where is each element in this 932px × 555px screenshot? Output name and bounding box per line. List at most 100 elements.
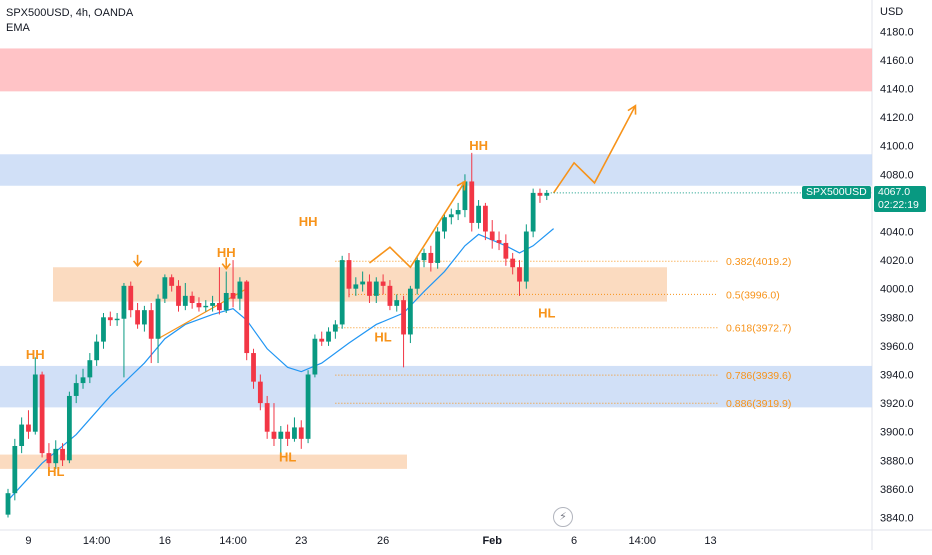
time-tick-1: 14:00 [83,535,111,547]
candle-body-72 [496,240,502,243]
candle-body-68 [469,181,475,223]
candle-body-38 [264,403,270,432]
candle-body-36 [251,353,256,382]
candle-body-62 [428,252,434,263]
candle-body-57 [394,300,400,306]
candle-body-54 [373,281,379,296]
candle-body-70 [483,205,488,232]
candle-body-23 [162,277,168,299]
time-tick-6: Feb [482,535,502,547]
price-tick-2: 4140.0 [880,84,914,96]
candle-body-18 [128,285,134,311]
candle-body-29 [203,305,209,308]
candle-body-56 [387,285,393,306]
ema-indicator-label[interactable]: EMA [6,22,30,34]
price-tick-13: 3920.0 [880,398,914,410]
candle-body-26 [182,295,188,306]
candle-body-2 [19,424,25,446]
candle-body-31 [217,303,222,311]
candle-body-76 [523,231,529,282]
candle-body-64 [442,217,447,232]
candle-body-45 [312,338,318,375]
projection-arrowhead-1 [627,104,637,115]
candle-body-48 [332,324,338,332]
candle-body-34 [237,281,243,299]
candle-body-44 [305,374,311,439]
fib-label-0: 0.382(4019.2) [726,256,791,268]
price-tick-17: 3840.0 [880,513,914,525]
price-tick-11: 3960.0 [880,341,914,353]
candle-body-65 [448,214,454,218]
time-tick-4: 23 [295,535,307,547]
candle-body-15 [107,317,113,321]
annotation-hl-5: HL [374,330,391,345]
price-tick-15: 3880.0 [880,455,914,467]
candle-body-39 [271,431,277,439]
annotation-hh-0: HH [26,347,45,362]
candle-body-67 [462,181,468,211]
candle-body-46 [319,338,325,342]
price-tick-3: 4120.0 [880,112,914,124]
price-tick-10: 3980.0 [880,312,914,324]
candle-body-42 [292,427,297,439]
candle-body-74 [510,258,516,268]
candle-body-28 [196,303,202,308]
chart-legend: SPX500USD, 4h, OANDA EMA [6,6,133,36]
time-tick-0: 9 [25,535,31,547]
time-tick-8: 14:00 [628,535,656,547]
candle-body-14 [101,317,106,342]
time-tick-5: 26 [377,535,389,547]
projection-arrowhead-0 [456,180,466,191]
last-price-box: 4067.0 02:22:19 [874,186,926,212]
time-tick-9: 13 [704,535,716,547]
candle-body-5 [39,374,45,454]
candle-body-3 [26,424,31,432]
candle-body-51 [353,284,359,289]
flash-icon[interactable]: ⚡ [553,507,573,527]
bar-countdown: 02:22:19 [878,199,919,211]
time-tick-7: 6 [571,535,577,547]
candle-body-66 [455,210,461,215]
projection-path-1 [552,105,637,194]
candle-body-49 [339,260,345,325]
price-tick-16: 3860.0 [880,484,914,496]
candle-body-71 [489,231,495,241]
candle-body-7 [53,448,59,464]
candle-body-0 [5,493,11,515]
candle-body-33 [230,292,236,299]
zone-support-2 [0,365,872,408]
projection-path-0 [368,181,466,269]
price-tick-5: 4080.0 [880,169,914,181]
price-tick-9: 4000.0 [880,284,914,296]
candle-body-73 [503,242,509,259]
candle-body-6 [46,453,52,464]
candle-body-32 [223,292,229,311]
candle-body-9 [66,395,72,461]
candle-body-24 [169,277,175,286]
candle-body-60 [414,260,420,289]
last-price-symbol-tag: SPX500USD [802,186,871,199]
candle-body-16 [114,318,120,321]
annotation-hh-6: HH [469,138,488,153]
candle-body-1 [12,446,18,494]
candle-body-12 [87,360,93,378]
price-tick-7: 4040.0 [880,227,914,239]
candle-body-75 [517,267,522,282]
candle-body-10 [73,383,79,396]
price-tick-8: 4020.0 [880,255,914,267]
candle-body-69 [476,205,481,223]
zone-supply-0 [0,48,872,92]
annotation-hl-7: HL [538,305,555,320]
last-price-value: 4067.0 [878,186,911,198]
price-tick-4: 4100.0 [880,141,914,153]
price-axis-currency: USD [880,6,903,18]
candle-body-40 [278,431,284,439]
candle-body-30 [210,303,215,306]
fib-label-3: 0.786(3939.6) [726,370,791,382]
candle-body-17 [121,285,127,319]
price-tick-1: 4160.0 [880,55,914,67]
candle-body-37 [257,381,263,404]
candle-body-61 [421,252,427,261]
fib-label-2: 0.618(3972.7) [726,323,791,335]
